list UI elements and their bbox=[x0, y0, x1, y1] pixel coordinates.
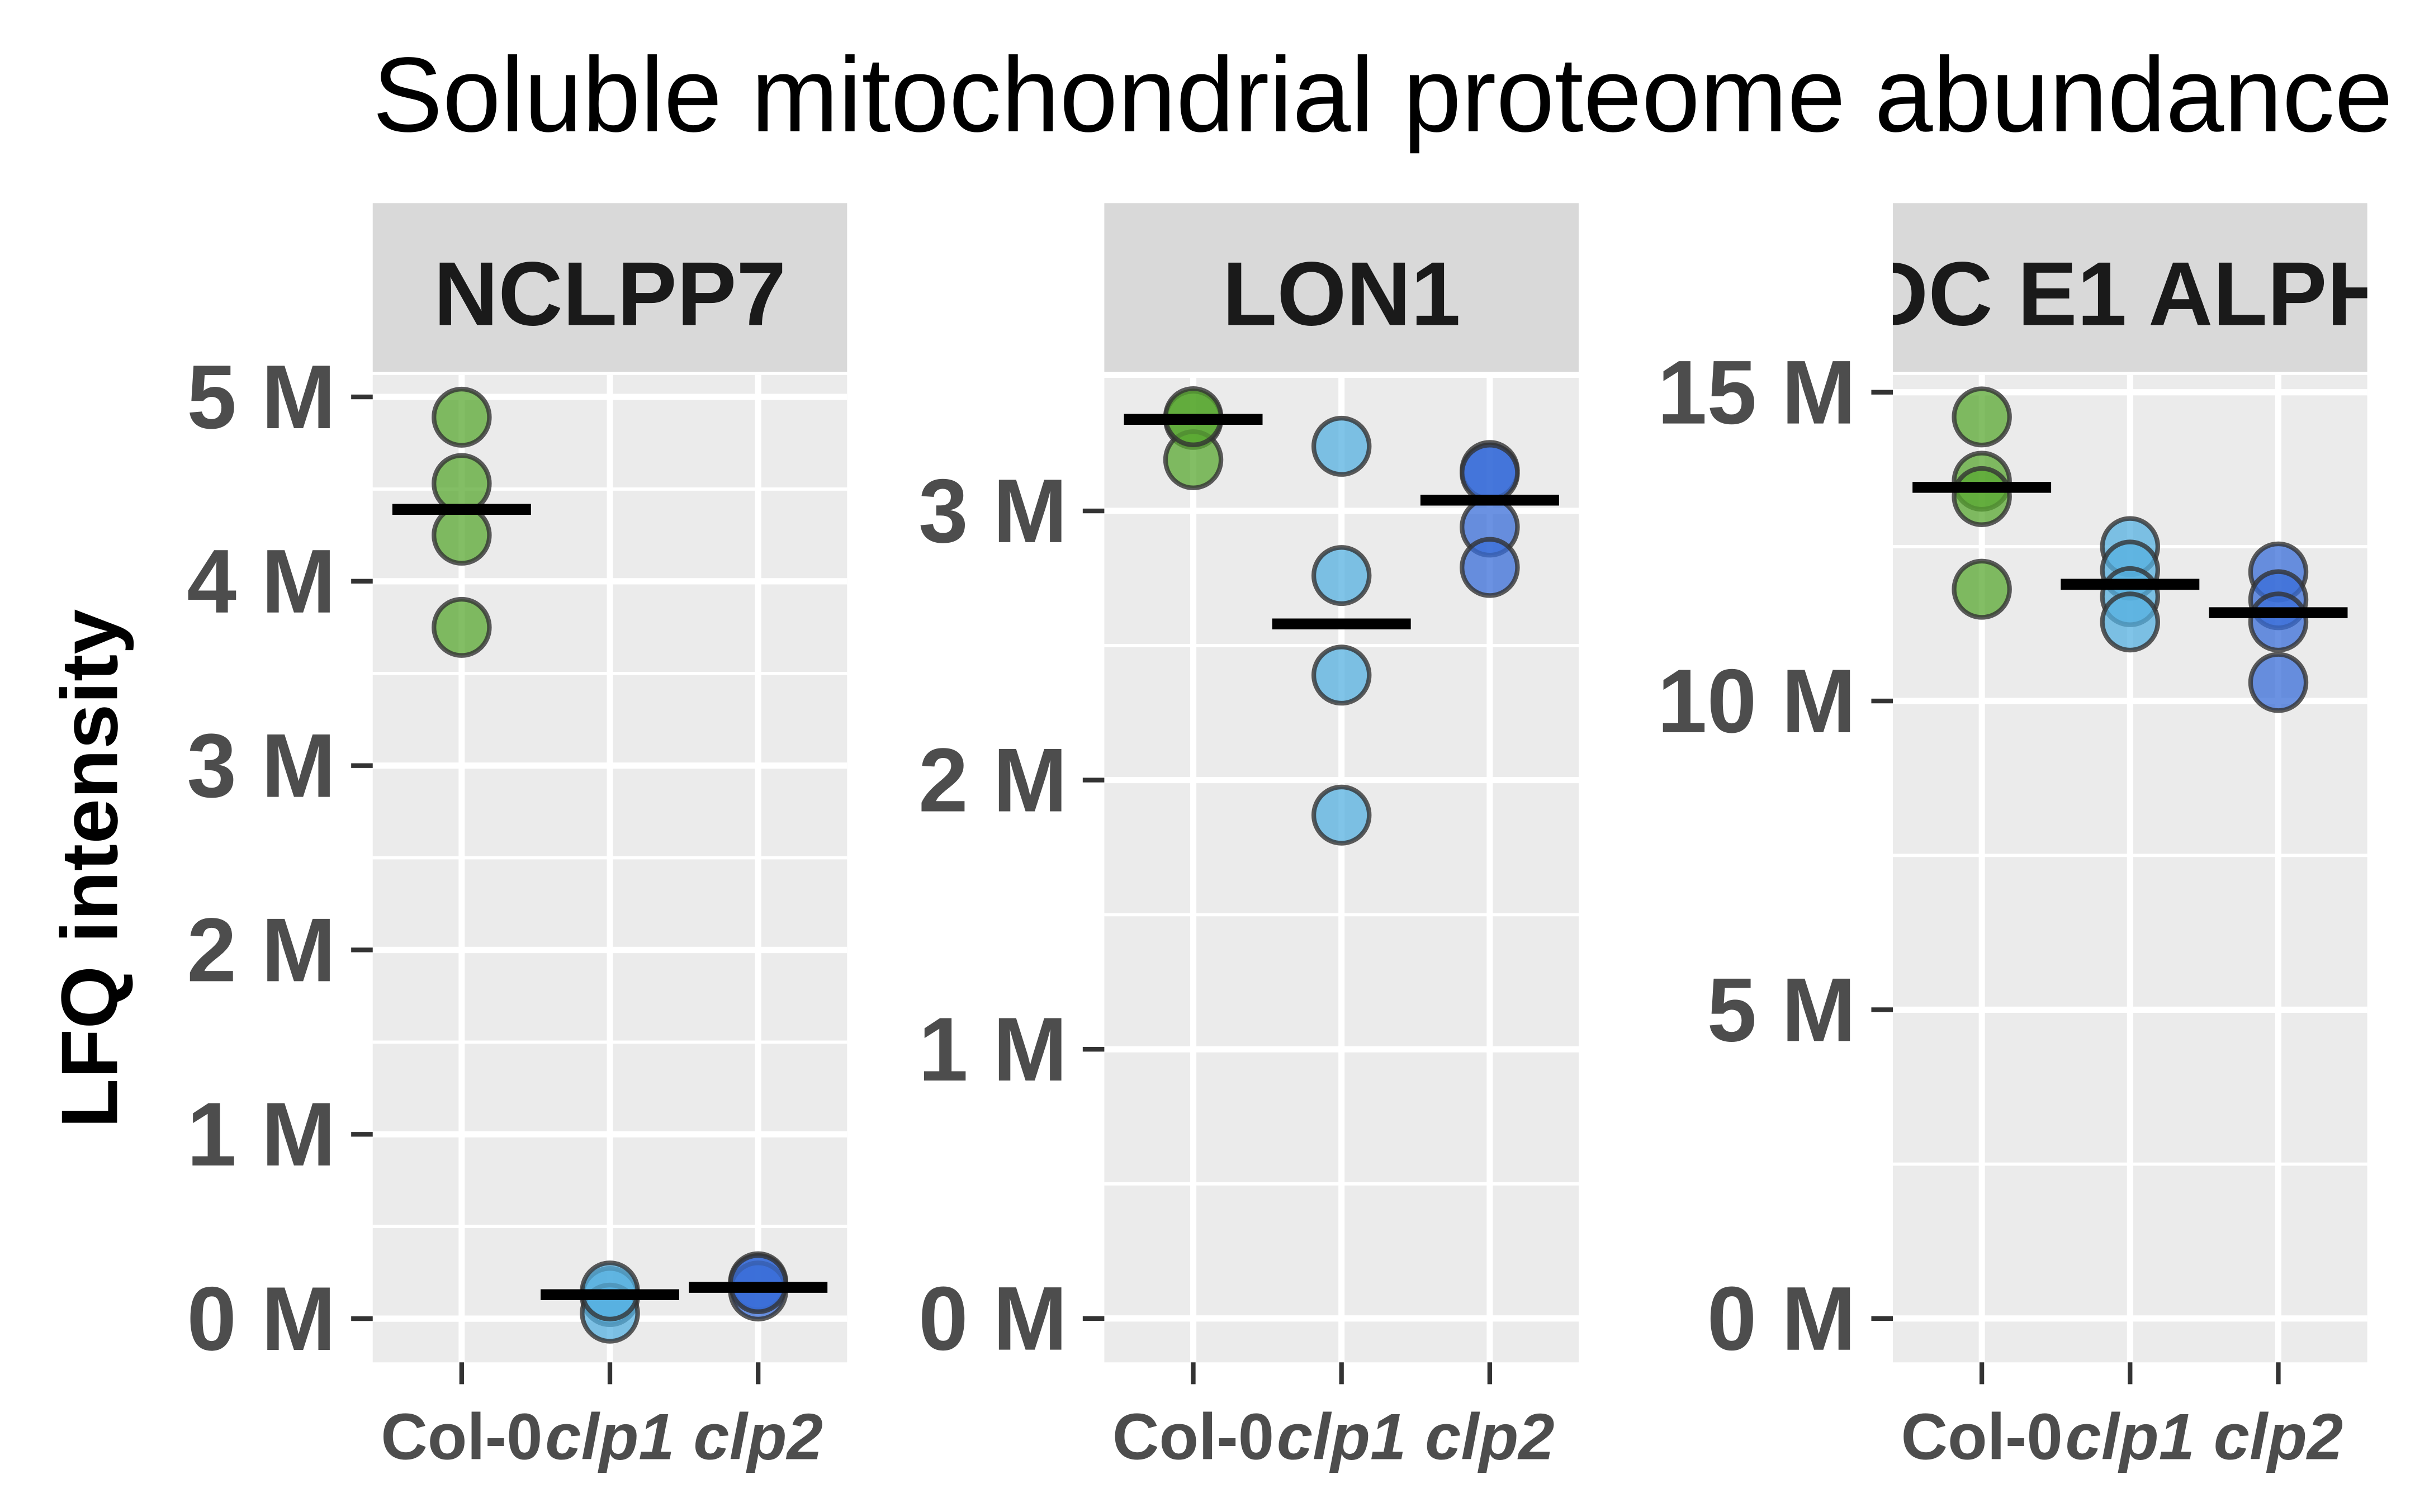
x-tick-label: Col-0 bbox=[381, 1400, 542, 1473]
data-point bbox=[2248, 652, 2309, 713]
strip-background bbox=[1104, 203, 1579, 372]
y-tick-label: 0 M bbox=[187, 1268, 335, 1369]
y-tick-label: 15 M bbox=[1658, 342, 1856, 443]
y-tick-label: 4 M bbox=[187, 531, 335, 632]
y-tick-label: 0 M bbox=[918, 1268, 1067, 1369]
y-tick-label: 10 M bbox=[1658, 651, 1856, 752]
facet-label: NCLPP7 bbox=[434, 243, 786, 344]
x-tick-label: clp1 bbox=[545, 1400, 675, 1473]
data-point bbox=[1952, 558, 2012, 620]
data-point bbox=[1311, 545, 1372, 606]
y-tick-label: 0 M bbox=[1707, 1268, 1856, 1369]
data-point bbox=[1311, 644, 1372, 706]
facet-label: PDC E1 ALPHA bbox=[1804, 243, 2415, 344]
data-point bbox=[432, 453, 492, 514]
data-point bbox=[432, 504, 492, 566]
chart-title: Soluble mitochondrial proteome abundance bbox=[373, 35, 2393, 154]
y-axis-label: LFQ intensity bbox=[44, 609, 134, 1129]
x-tick-label: clp2 bbox=[1425, 1400, 1555, 1473]
x-tick-label: clp2 bbox=[693, 1400, 823, 1473]
y-tick-label: 1 M bbox=[187, 1084, 335, 1185]
y-tick-label: 3 M bbox=[918, 461, 1067, 562]
y-tick-label: 1 M bbox=[918, 999, 1067, 1100]
y-tick-label: 3 M bbox=[187, 715, 335, 817]
data-point bbox=[432, 386, 492, 448]
data-point bbox=[432, 596, 492, 658]
x-tick-label: clp2 bbox=[2214, 1400, 2343, 1473]
strip-background bbox=[1893, 203, 2367, 372]
y-tick-label: 5 M bbox=[1707, 959, 1856, 1060]
data-point bbox=[1460, 537, 1520, 598]
y-tick-label: 2 M bbox=[187, 899, 335, 1001]
data-point bbox=[1952, 466, 2012, 527]
x-tick-label: Col-0 bbox=[1901, 1400, 2062, 1473]
y-tick-label: 5 M bbox=[187, 347, 335, 448]
data-point bbox=[1952, 386, 2012, 448]
strip-background bbox=[372, 203, 847, 372]
data-point bbox=[1460, 443, 1520, 504]
data-point bbox=[2100, 591, 2161, 653]
y-tick-label: 2 M bbox=[918, 729, 1067, 831]
data-point bbox=[2248, 591, 2309, 653]
x-tick-label: Col-0 bbox=[1112, 1400, 1274, 1473]
facet-label: LON1 bbox=[1223, 243, 1461, 344]
x-tick-label: clp1 bbox=[2066, 1400, 2195, 1473]
data-point bbox=[1311, 415, 1372, 477]
data-point bbox=[1311, 784, 1372, 846]
x-tick-label: clp1 bbox=[1277, 1400, 1407, 1473]
